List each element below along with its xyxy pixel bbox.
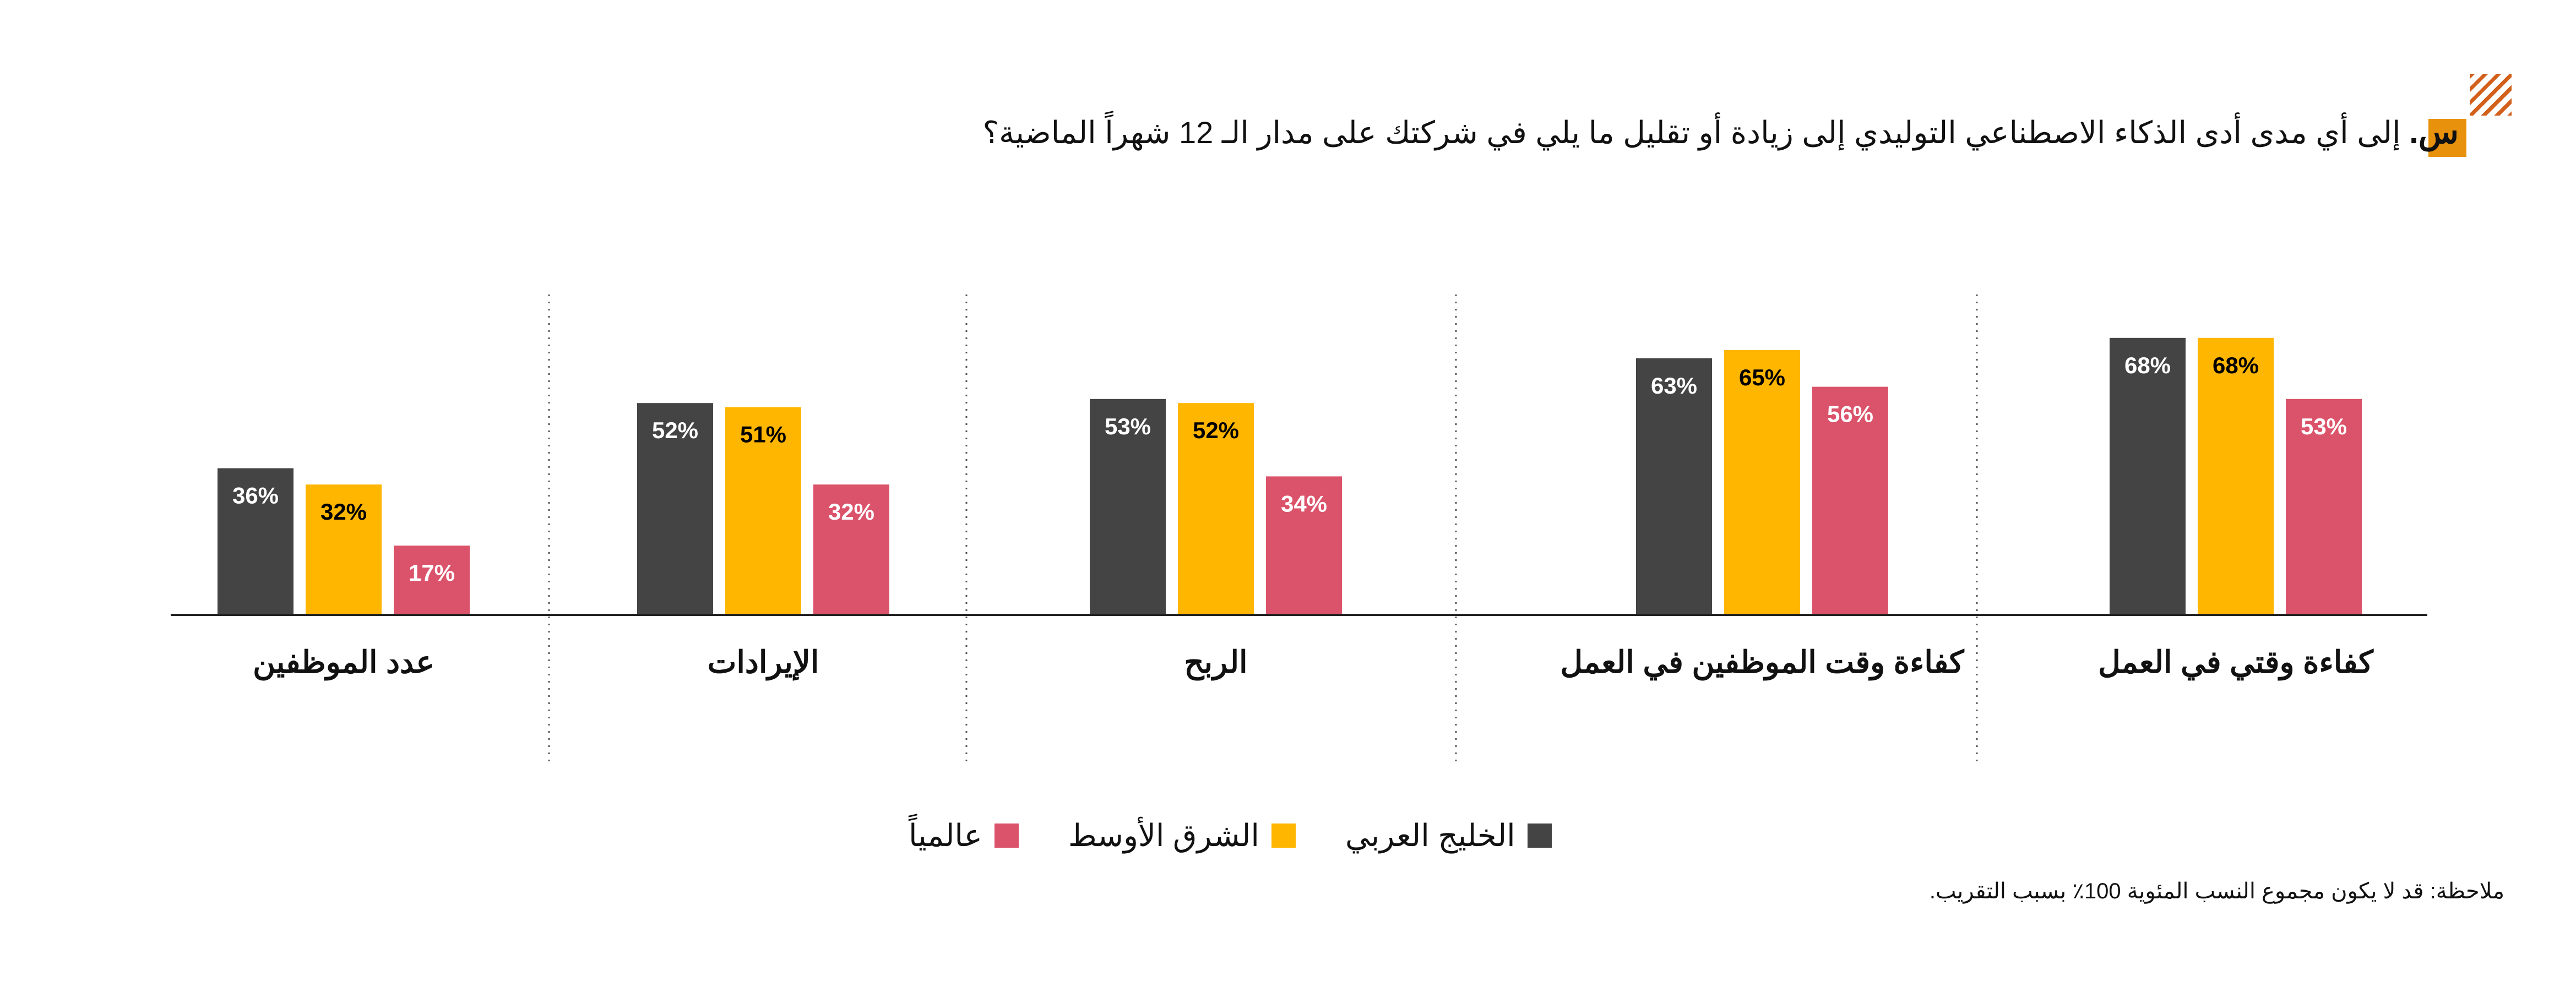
bar (1178, 403, 1254, 615)
data-label: 51% (740, 422, 786, 448)
bar (1724, 350, 1800, 615)
legend-item-middle-east: الشرق الأوسط (1068, 817, 1296, 854)
data-label: 36% (232, 483, 279, 509)
bar (637, 403, 713, 615)
bar (1090, 399, 1166, 615)
data-label: 32% (828, 499, 874, 525)
data-label: 68% (2124, 352, 2171, 378)
data-label: 65% (1739, 364, 1785, 390)
bar (218, 468, 294, 615)
category-label: الإيرادات (708, 645, 819, 681)
legend-label-middle-east: الشرق الأوسط (1068, 818, 1259, 853)
data-label: 63% (1651, 373, 1697, 399)
data-label: 17% (409, 560, 455, 586)
category-label: كفاءة وقتي في العمل (2098, 645, 2374, 681)
bar (2198, 337, 2274, 615)
bar (2110, 337, 2186, 615)
data-label: 68% (2213, 352, 2259, 378)
bar (813, 484, 889, 615)
data-label: 53% (2301, 413, 2347, 439)
data-label: 52% (652, 417, 698, 443)
chart-legend: الخليج العربي الشرق الأوسط عالمياً (909, 814, 1552, 858)
legend-swatch-gulf (1527, 824, 1552, 848)
bar (1636, 358, 1712, 615)
question-text: س. إلى أي مدى أدى الذكاء الاصطناعي التول… (586, 110, 2459, 155)
legend-swatch-middle-east (1271, 824, 1296, 848)
bar (1266, 476, 1342, 615)
question-prefix: س. (2409, 113, 2459, 150)
legend-label-global: عالمياً (909, 818, 982, 853)
bar (394, 546, 470, 615)
category-label: الربح (1184, 645, 1247, 681)
footnote: ملاحظة: قد لا يكون مجموع النسب المئوية 1… (1929, 879, 2504, 903)
legend-swatch-global (994, 824, 1019, 848)
data-label: 52% (1193, 417, 1239, 443)
bar (725, 407, 801, 615)
data-label: 56% (1827, 401, 1873, 427)
data-label: 53% (1105, 413, 1151, 439)
data-label: 32% (320, 499, 367, 525)
bar (1812, 386, 1888, 615)
bar (2286, 399, 2362, 615)
header-square-icon (2428, 119, 2466, 157)
legend-label-gulf: الخليج العربي (1345, 818, 1515, 853)
question-body: إلى أي مدى أدى الذكاء الاصطناعي التوليدي… (982, 115, 2401, 150)
header-hatch-icon (2470, 74, 2512, 116)
legend-item-global: عالمياً (909, 817, 1019, 854)
legend-item-gulf: الخليج العربي (1345, 817, 1552, 854)
category-label: عدد الموظفين (253, 645, 434, 681)
category-label: كفاءة وقت الموظفين في العمل (1561, 645, 1965, 681)
bar (306, 484, 382, 615)
data-label: 34% (1281, 490, 1327, 516)
